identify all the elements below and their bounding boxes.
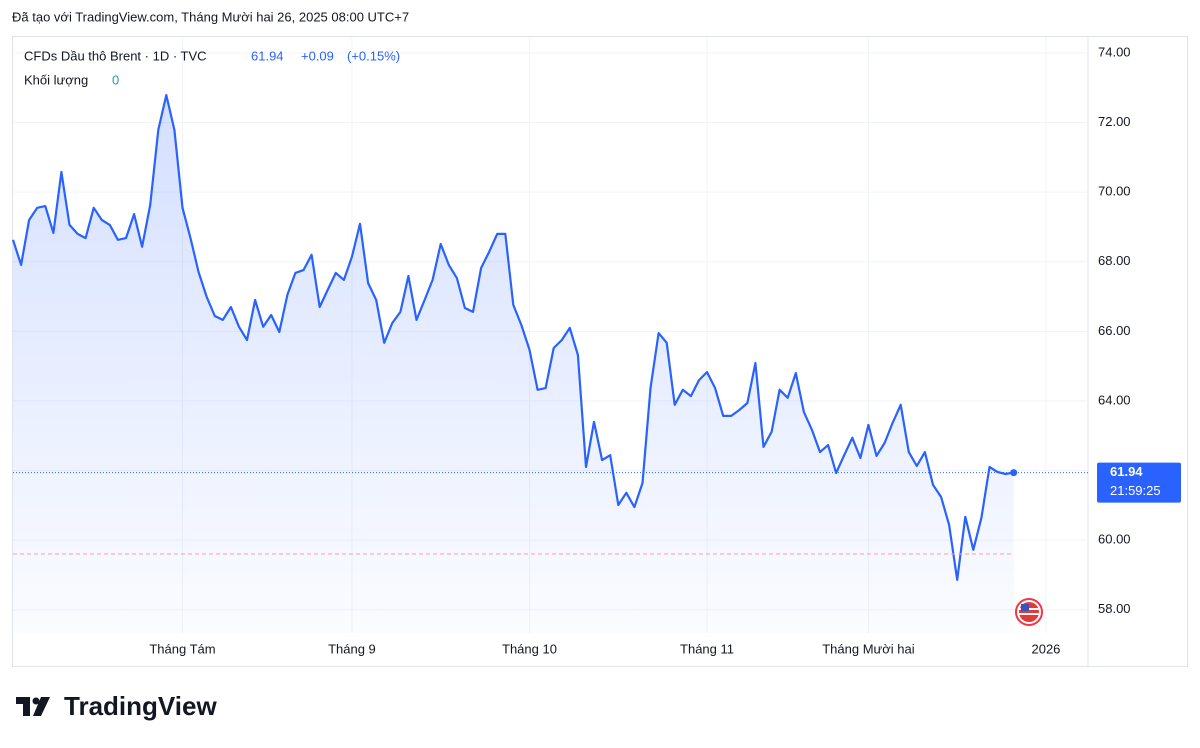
volume-label: Khối lượng [24, 72, 88, 87]
plot: 58.0060.0062.0064.0066.0068.0070.0072.00… [11, 37, 1181, 656]
area [13, 95, 1014, 634]
legend-change-pct: (+0.15%) [347, 48, 400, 63]
y-tick-label: 74.00 [1098, 44, 1131, 59]
y-tick-label: 60.00 [1098, 532, 1131, 547]
price-box-value: 61.94 [1110, 464, 1143, 479]
x-tick-label: 2026 [1031, 641, 1060, 656]
y-tick-label: 72.00 [1098, 114, 1131, 129]
footer-logo: TradingView [64, 691, 217, 721]
x-tick-label: Tháng 10 [502, 641, 557, 656]
price-box-countdown: 21:59:25 [1110, 483, 1161, 498]
x-tick-label: Tháng 9 [328, 641, 376, 656]
y-tick-label: 58.00 [1098, 601, 1131, 616]
legend-change: +0.09 [301, 48, 334, 63]
legend-title: CFDs Dầu thô Brent · 1D · TVC [24, 48, 207, 63]
y-tick-label: 64.00 [1098, 392, 1131, 407]
logo-mark [16, 697, 50, 716]
volume-value: 0 [112, 72, 119, 87]
legend-price: 61.94 [251, 48, 284, 63]
x-tick-label: Tháng Mười hai [822, 641, 914, 656]
x-tick-label: Tháng Tám [149, 641, 215, 656]
x-tick-label: Tháng 11 [680, 641, 734, 656]
y-tick-label: 70.00 [1098, 184, 1131, 199]
us-flag-icon [1015, 598, 1043, 626]
line [11, 94, 1014, 581]
header: Đã tạo với TradingView.com, Tháng Mười h… [12, 9, 409, 24]
y-tick-label: 66.00 [1098, 323, 1131, 338]
last-point [1010, 469, 1018, 477]
y-tick-label: 68.00 [1098, 253, 1131, 268]
frame [12, 36, 1188, 667]
price-box [1097, 462, 1181, 503]
